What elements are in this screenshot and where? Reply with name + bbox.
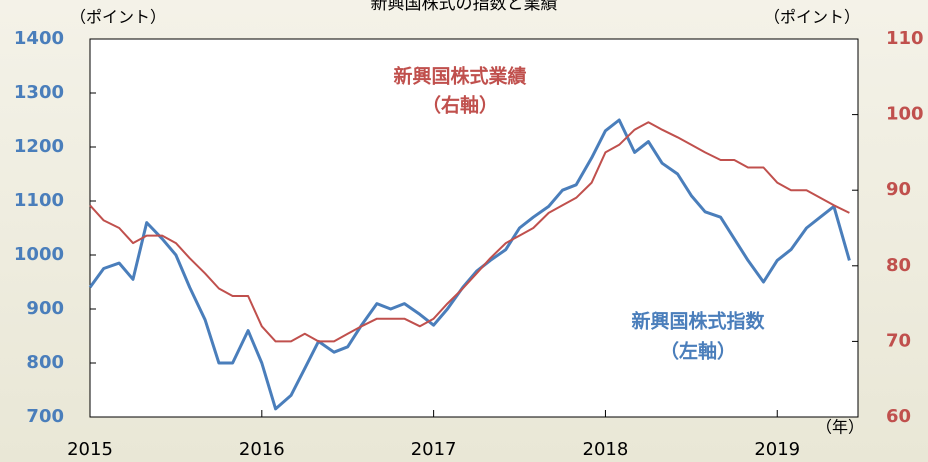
y2-tick-label: 100 [886,104,924,125]
y2-axis-label: （ポイント） [764,8,860,27]
y-tick-label: 1000 [14,244,64,265]
x-tick-label: 2015 [67,439,113,460]
y-tick-label: 1100 [14,190,64,211]
y2-tick-label: 80 [886,255,911,276]
series-line [88,118,851,411]
x-tick-label: 2018 [583,439,629,460]
annotation: （右軸） [422,94,498,117]
y2-tick-label: 70 [886,330,911,351]
y-axis-label: （ポイント） [70,8,166,27]
plot-area [89,38,859,418]
y-tick-label: 900 [26,298,64,319]
chart-title: 新興国株式の指数と業績 [371,0,558,14]
y2-tick-label: 110 [886,28,924,49]
y-tick-label: 1300 [14,82,64,103]
x-tick-label: 2016 [239,439,285,460]
x-axis-label: （年） [816,418,864,437]
y2-tick-label: 90 [886,179,911,200]
x-tick-label: 2019 [754,439,800,460]
y-tick-label: 1400 [14,28,64,49]
x-tick-label: 2017 [411,439,457,460]
annotation: （左軸） [660,340,736,363]
y-tick-label: 700 [26,406,64,427]
y-tick-label: 1200 [14,136,64,157]
series-line [89,121,850,343]
y2-tick-label: 60 [886,406,911,427]
y-tick-label: 800 [26,352,64,373]
annotation: 新興国株式指数 [631,310,765,333]
annotation: 新興国株式業績 [393,65,526,88]
